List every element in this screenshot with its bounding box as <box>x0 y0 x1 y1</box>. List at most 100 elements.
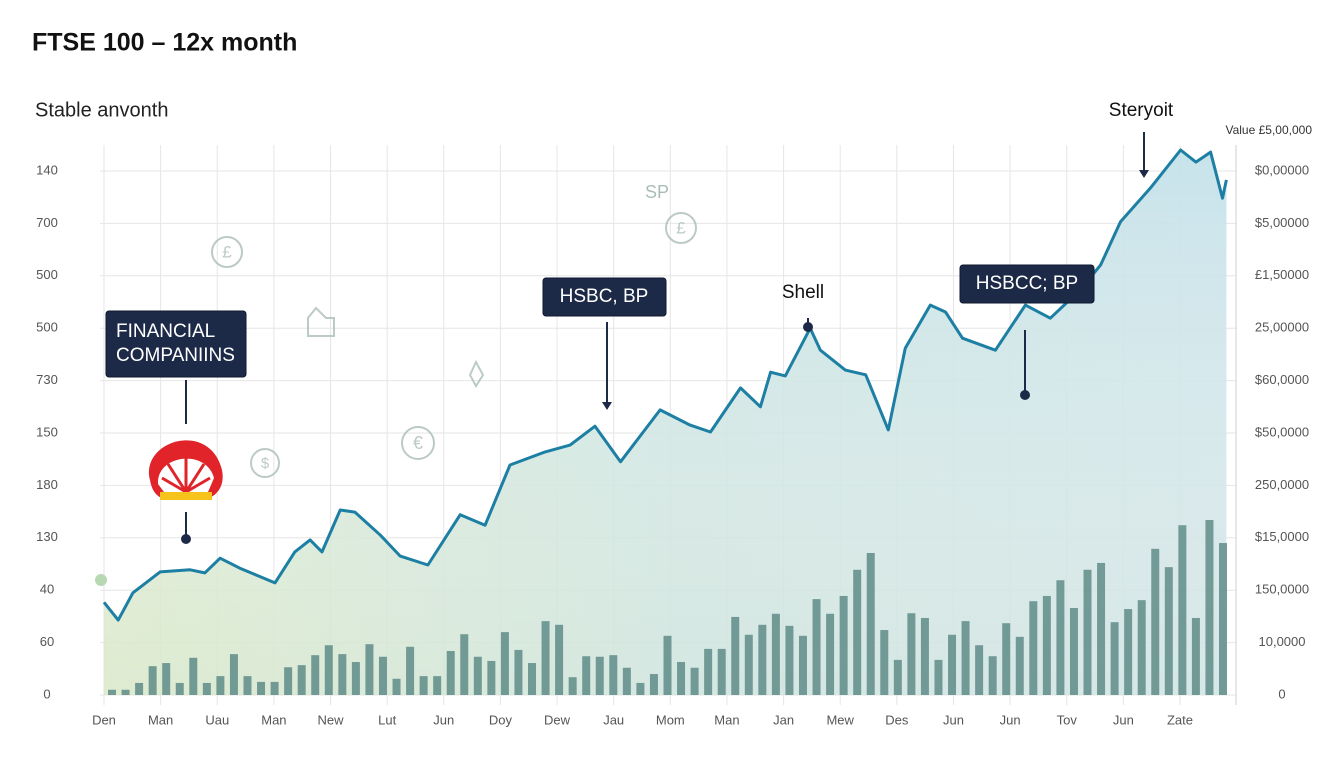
y2-tick-label: 25,00000 <box>1255 320 1309 335</box>
bar <box>351 661 360 695</box>
bar <box>175 682 184 695</box>
x-tick-label: Uau <box>205 712 229 727</box>
bar <box>473 656 482 695</box>
svg-text:£: £ <box>222 242 232 261</box>
x-tick-label: Mom <box>656 712 685 727</box>
y2-tick-label: $5,00000 <box>1255 215 1309 230</box>
area-highlight <box>104 150 1227 695</box>
y2-tick-label: £1,50000 <box>1255 267 1309 282</box>
annotation-dot <box>803 322 813 332</box>
y-tick-label: 700 <box>36 215 58 230</box>
x-tick-label: Tov <box>1057 712 1078 727</box>
bar <box>1151 548 1160 695</box>
annotation-box <box>959 264 1095 304</box>
bar <box>975 645 984 695</box>
y2-tick-label: $0,00000 <box>1255 162 1309 177</box>
bar <box>1029 601 1038 695</box>
bar <box>582 656 591 695</box>
x-tick-label: Jun <box>433 712 454 727</box>
bar <box>1042 595 1051 695</box>
bar <box>284 667 293 695</box>
x-tick-label: Den <box>92 712 116 727</box>
y-tick-label: 500 <box>36 320 58 335</box>
bar <box>731 616 740 695</box>
bar <box>988 656 997 695</box>
bar <box>690 667 699 695</box>
svg-text:$: $ <box>261 455 270 472</box>
y-tick-label: 130 <box>36 529 58 544</box>
bar <box>202 682 211 695</box>
bar <box>907 613 916 695</box>
x-tick-label: Mew <box>826 712 854 727</box>
x-tick-label: Man <box>148 712 173 727</box>
bar <box>243 676 252 695</box>
bar <box>135 682 144 695</box>
x-tick-label: Jun <box>943 712 964 727</box>
annotation-text: SP <box>645 182 669 202</box>
y-tick-label: 500 <box>36 267 58 282</box>
line <box>102 148 1228 622</box>
bar <box>229 654 238 695</box>
bar <box>609 655 618 695</box>
chart-subtitle: Stable anvonth <box>35 99 168 121</box>
bar <box>419 676 428 695</box>
bar <box>189 657 198 695</box>
y2-tick-label: $15,0000 <box>1255 529 1309 544</box>
bar <box>365 644 374 695</box>
bar <box>108 689 116 695</box>
bar <box>1164 567 1173 695</box>
bar <box>1097 562 1106 695</box>
bar <box>812 599 821 695</box>
bar <box>920 617 929 695</box>
bar <box>744 634 753 695</box>
bar <box>1002 623 1011 695</box>
annotation-text: HSBCC; BP <box>976 273 1078 294</box>
bar <box>528 663 537 695</box>
x-tick-label: Man <box>261 712 286 727</box>
bar <box>568 677 577 695</box>
bar <box>216 676 225 695</box>
bar <box>433 676 442 695</box>
annotation-text: Steryoit <box>1109 100 1174 121</box>
x-tick-label: Zate <box>1167 712 1193 727</box>
bar <box>948 634 957 695</box>
bar <box>1069 608 1078 695</box>
y2-tick-label: $50,0000 <box>1255 424 1309 439</box>
bar <box>555 624 564 695</box>
bar <box>297 665 306 695</box>
arrow-head <box>1139 170 1149 178</box>
bar <box>270 681 279 695</box>
annotation-text: HSBC, BP <box>560 286 649 307</box>
bar <box>257 681 266 695</box>
y-tick-label: 140 <box>36 162 58 177</box>
bar <box>704 648 713 695</box>
arrow-head <box>602 402 612 410</box>
bar <box>934 659 943 695</box>
x-tick-label: Jau <box>603 712 624 727</box>
bar <box>1219 543 1227 695</box>
bar <box>446 650 455 695</box>
right-axis-title: Value £5,00,000 <box>1225 123 1312 137</box>
bar <box>514 649 523 695</box>
bar <box>826 613 835 695</box>
bar <box>406 646 415 695</box>
bar <box>771 613 780 695</box>
annotation-dot <box>181 534 191 544</box>
annotation-text: Shell <box>782 282 824 303</box>
annotation-text: COMPANIINS <box>116 345 235 366</box>
bar <box>500 632 509 695</box>
x-tick-label: Jun <box>1000 712 1021 727</box>
bar <box>636 682 645 695</box>
bar <box>1178 525 1187 695</box>
bar <box>717 648 726 695</box>
shell-logo <box>149 440 223 500</box>
y2-tick-label: 0 <box>1278 686 1285 701</box>
bar <box>1191 617 1200 695</box>
start-dot <box>95 574 107 586</box>
x-tick-label: Dew <box>544 712 571 727</box>
svg-text:€: € <box>413 433 423 453</box>
y-tick-label: 730 <box>36 372 58 387</box>
bar <box>622 667 631 695</box>
